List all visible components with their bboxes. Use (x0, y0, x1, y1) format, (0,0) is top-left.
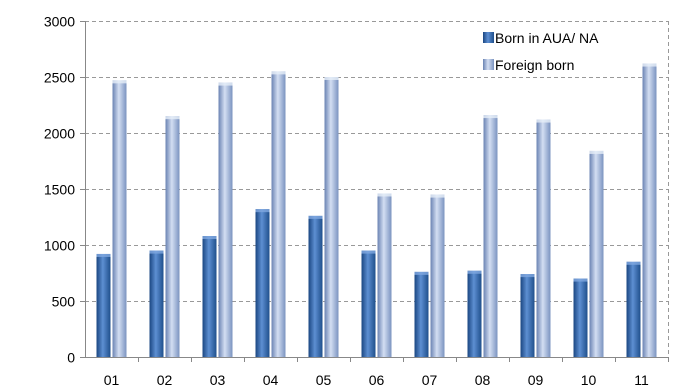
bar-cap-born-in-aua-na-06 (361, 250, 376, 254)
bar-cap-born-in-aua-na-11 (626, 261, 641, 265)
bar-foreign-born-03 (218, 82, 233, 357)
bars (96, 63, 657, 358)
bar-cap-born-in-aua-na-04 (255, 209, 270, 213)
bar-cap-foreign-born-02 (165, 116, 180, 120)
bar-cap-foreign-born-01 (112, 80, 127, 84)
bar-cap-foreign-born-08 (483, 115, 498, 119)
bar-born-in-aua-na-06 (361, 250, 376, 357)
legend-swatch-foreign-born (483, 59, 494, 70)
bar-born-in-aua-na-07 (414, 271, 429, 357)
y-tick-label: 2000 (44, 126, 75, 142)
bar-cap-born-in-aua-na-07 (414, 271, 429, 275)
x-tick-label: 04 (263, 372, 279, 388)
gridlines (85, 21, 669, 357)
bar-foreign-born-01 (112, 80, 127, 358)
x-tick-label: 09 (528, 372, 544, 388)
bar-cap-foreign-born-07 (430, 194, 445, 198)
bar-born-in-aua-na-08 (467, 270, 482, 357)
y-tick-label: 1500 (44, 182, 75, 198)
bar-cap-born-in-aua-na-03 (202, 236, 217, 240)
bar-cap-foreign-born-10 (589, 150, 604, 154)
bar-born-in-aua-na-04 (255, 209, 270, 357)
bar-born-in-aua-na-09 (520, 274, 535, 357)
legend: Born in AUA/ NA Foreign born (483, 30, 599, 73)
legend-label-born-in-aua-na: Born in AUA/ NA (495, 30, 599, 46)
x-tick-label: 05 (316, 372, 332, 388)
bar-cap-born-in-aua-na-10 (573, 278, 588, 282)
tick-labels: 0 500 1000 1500 2000 2500 3000 01 02 03 04 05 06 07 08… (44, 14, 649, 389)
bar-cap-foreign-born-11 (642, 63, 657, 67)
y-tick-label: 2500 (44, 70, 75, 86)
y-tick-label: 0 (67, 350, 75, 366)
x-tick-label: 01 (104, 372, 120, 388)
bar-cap-foreign-born-03 (218, 82, 233, 86)
bar-cap-foreign-born-04 (271, 71, 286, 75)
x-tick-label: 07 (422, 372, 438, 388)
bar-foreign-born-07 (430, 194, 445, 357)
bar-foreign-born-11 (642, 63, 657, 358)
bar-foreign-born-05 (324, 77, 339, 357)
x-tick-label: 02 (157, 372, 173, 388)
bar-foreign-born-04 (271, 71, 286, 358)
bar-cap-foreign-born-09 (536, 119, 551, 123)
bar-cap-born-in-aua-na-08 (467, 270, 482, 274)
bar-born-in-aua-na-11 (626, 261, 641, 357)
bar-foreign-born-08 (483, 115, 498, 357)
x-tick-label: 08 (475, 372, 491, 388)
bar-foreign-born-09 (536, 119, 551, 357)
bar-born-in-aua-na-02 (149, 250, 164, 357)
bar-born-in-aua-na-01 (96, 253, 111, 357)
bar-born-in-aua-na-03 (202, 236, 217, 357)
bar-born-in-aua-na-05 (308, 215, 323, 357)
x-tick-label: 11 (634, 372, 649, 388)
bar-cap-foreign-born-06 (377, 193, 392, 197)
x-tick-label: 06 (369, 372, 385, 388)
bar-cap-born-in-aua-na-09 (520, 274, 535, 278)
y-tick-label: 1000 (44, 238, 75, 254)
bar-cap-born-in-aua-na-01 (96, 253, 111, 257)
x-tick-label: 10 (581, 372, 597, 388)
bar-foreign-born-02 (165, 116, 180, 357)
bar-foreign-born-06 (377, 193, 392, 357)
bar-cap-born-in-aua-na-05 (308, 215, 323, 219)
bar-cap-foreign-born-05 (324, 77, 339, 80)
y-tick-label: 500 (52, 294, 76, 310)
legend-label-foreign-born: Foreign born (495, 57, 574, 73)
x-tick-label: 03 (210, 372, 226, 388)
bar-foreign-born-10 (589, 150, 604, 357)
y-tick-label: 3000 (44, 14, 75, 30)
axes (80, 21, 669, 362)
legend-swatch-born-in-aua-na (483, 32, 494, 43)
bar-born-in-aua-na-10 (573, 278, 588, 357)
bar-cap-born-in-aua-na-02 (149, 250, 164, 254)
